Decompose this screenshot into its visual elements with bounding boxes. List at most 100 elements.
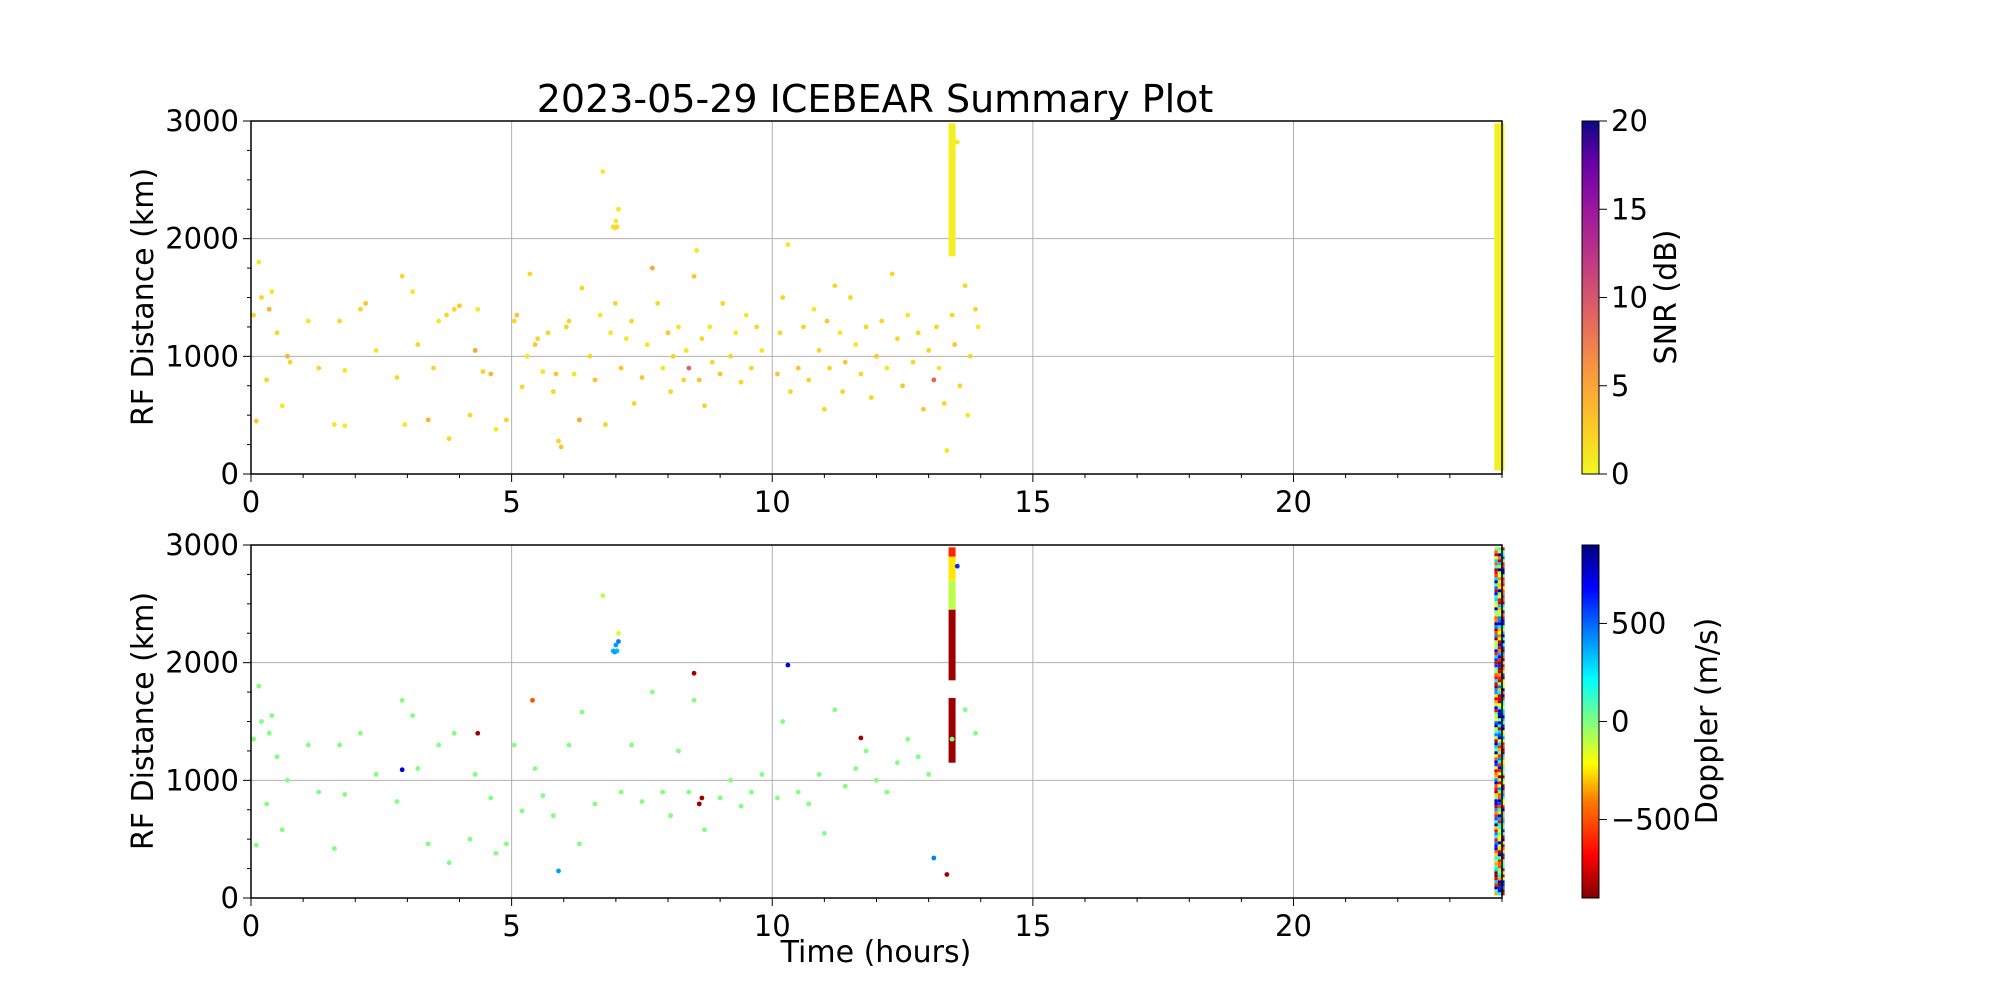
data-point <box>332 846 337 851</box>
data-point <box>540 793 546 799</box>
edge-band-cell <box>1497 757 1502 761</box>
data-point <box>259 295 264 300</box>
data-point <box>694 248 700 253</box>
data-point <box>905 736 911 742</box>
edge-band-cell <box>1497 679 1502 683</box>
edge-band-cell <box>1494 712 1498 716</box>
edge-band-cell <box>1501 823 1505 827</box>
data-point <box>709 359 715 365</box>
data-point <box>511 318 517 324</box>
edge-band-cell <box>1497 661 1502 665</box>
edge-band-cell <box>1501 829 1505 833</box>
edge-band-cell <box>1501 655 1505 659</box>
data-point <box>665 330 671 336</box>
data-point <box>264 801 270 807</box>
data-point <box>316 365 322 371</box>
data-point <box>905 312 911 318</box>
data-point <box>728 353 733 359</box>
data-point <box>749 789 754 795</box>
data-point <box>788 389 793 395</box>
edge-band-cell <box>1501 682 1505 686</box>
x-tick-label: 10 <box>754 485 791 519</box>
data-point <box>629 742 634 748</box>
edge-band-cell <box>1494 619 1498 623</box>
edge-band-cell <box>1501 568 1505 572</box>
data-point <box>415 766 421 771</box>
edge-band-cell <box>1497 613 1502 617</box>
data-point <box>597 312 603 318</box>
data-point <box>795 365 801 371</box>
edge-band-cell <box>1497 784 1502 788</box>
edge-band-cell <box>1501 820 1505 824</box>
edge-band-cell <box>1497 712 1502 716</box>
edge-band-cell <box>1494 739 1498 743</box>
colorbar-tick-label: 500 <box>1611 606 1666 640</box>
edge-band-cell <box>1494 763 1498 767</box>
edge-band-cell <box>1494 757 1498 761</box>
grid-bottom <box>251 545 1502 898</box>
colorbar-tick-label: 15 <box>1611 192 1648 226</box>
data-point <box>571 371 577 377</box>
edge-band-cell <box>1494 766 1498 770</box>
data-point <box>251 312 257 318</box>
edge-band-cell <box>1501 766 1505 770</box>
edge-band-cell <box>1501 883 1505 887</box>
data-point <box>472 772 478 777</box>
edge-band-cell <box>1501 577 1505 581</box>
edge-band-cell <box>1501 631 1505 635</box>
data-point <box>342 423 348 429</box>
edge-band-cell <box>1494 853 1498 857</box>
snr-colorbar-ticks: 0 5 10 15 20 <box>1599 104 1648 491</box>
edge-band-cell <box>1497 841 1502 845</box>
edge-band-cell <box>1501 742 1505 746</box>
data-point <box>824 318 830 324</box>
data-point <box>639 375 645 380</box>
data-point <box>670 353 676 359</box>
colorbar-tick-label: 20 <box>1611 104 1648 138</box>
edge-band-cell <box>1501 733 1505 737</box>
data-point <box>563 324 569 330</box>
edge-band-cell <box>1494 868 1498 872</box>
edge-band-cell <box>1494 838 1498 842</box>
edge-band-cell <box>1497 886 1502 890</box>
data-point <box>287 359 293 365</box>
edge-band-cell <box>1497 547 1502 551</box>
data-point <box>618 365 624 371</box>
edge-band-cell <box>1494 547 1498 551</box>
edge-band-cell <box>1497 754 1502 758</box>
edge-band-cell <box>1494 622 1498 626</box>
edge-band-cell <box>1494 634 1498 638</box>
data-point <box>962 707 968 713</box>
colorbar-tick-label: −500 <box>1611 803 1691 837</box>
edge-band-cell <box>1501 880 1505 884</box>
data-point <box>842 359 848 365</box>
edge-band-cell <box>1497 850 1502 854</box>
edge-band-cell <box>1494 688 1498 692</box>
x-tick-label: 20 <box>1275 485 1312 519</box>
edge-band-cell <box>1497 619 1502 623</box>
edge-band-cell <box>1497 700 1502 704</box>
edge-band-cell <box>1501 574 1505 578</box>
edge-band-cell <box>1497 832 1502 836</box>
data-point <box>256 259 262 265</box>
edge-band-cell <box>1497 589 1502 593</box>
data-point <box>832 707 838 713</box>
edge-band-cell <box>1494 670 1498 674</box>
data-point <box>775 371 780 377</box>
edge-band-cell <box>1501 670 1505 674</box>
xlabel-bottom: Time (hours) <box>780 935 972 970</box>
edge-band-cell <box>1501 664 1505 668</box>
data-point <box>728 777 733 783</box>
edge-band-cell <box>1501 616 1505 620</box>
y-tick-label: 0 <box>221 881 239 915</box>
data-point <box>373 348 379 353</box>
edge-band-cell <box>1501 646 1505 650</box>
data-point <box>566 742 572 748</box>
data-point <box>616 206 621 212</box>
data-point <box>566 318 572 324</box>
plot-frame-top <box>250 120 1503 475</box>
edge-band-cell <box>1494 661 1498 665</box>
edge-band-cell <box>1501 637 1505 641</box>
edge-band-cell <box>1497 790 1502 794</box>
edge-band-cell <box>1501 619 1505 623</box>
